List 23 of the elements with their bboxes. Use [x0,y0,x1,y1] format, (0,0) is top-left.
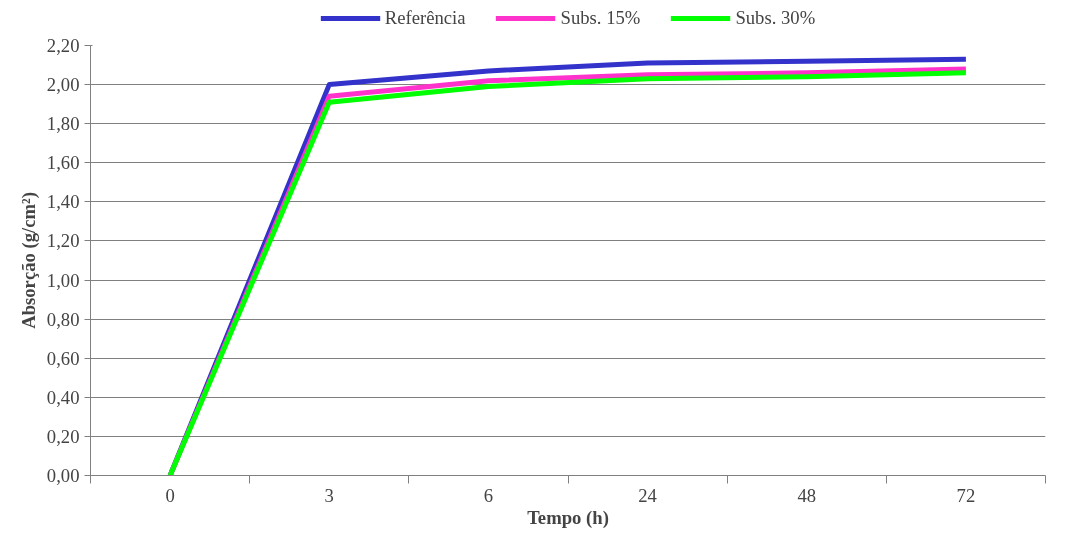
x-axis-title: Tempo (h) [527,506,609,529]
x-tick-label: 72 [956,484,976,506]
y-tick-label: 2,20 [46,35,80,56]
legend-label: Subs. 30% [735,6,816,29]
y-tick-label: 0,40 [46,386,80,408]
y-tick-label: 1,40 [46,191,80,213]
y-tick-label: 0,20 [46,425,80,447]
y-tick-label: 2,00 [46,74,80,96]
y-tick-label: 0,80 [46,308,80,330]
y-axis-title: Absorção (g/cm²) [17,192,40,329]
y-tick-label: 1,00 [46,269,80,291]
x-tick-label: 48 [797,484,817,506]
x-tick-label: 6 [483,484,494,506]
y-tick-label: 1,80 [46,113,80,135]
y-tick-label: 0,00 [46,465,80,486]
y-tick-label: 0,60 [46,347,80,369]
x-tick-label: 0 [165,484,175,506]
legend-label: Referência [384,6,466,29]
x-tick-label: 24 [638,484,658,506]
y-tick-label: 1,60 [46,152,80,174]
x-tick-label: 3 [324,484,334,506]
legend-label: Subs. 15% [560,6,641,29]
y-tick-label: 1,20 [46,230,80,252]
